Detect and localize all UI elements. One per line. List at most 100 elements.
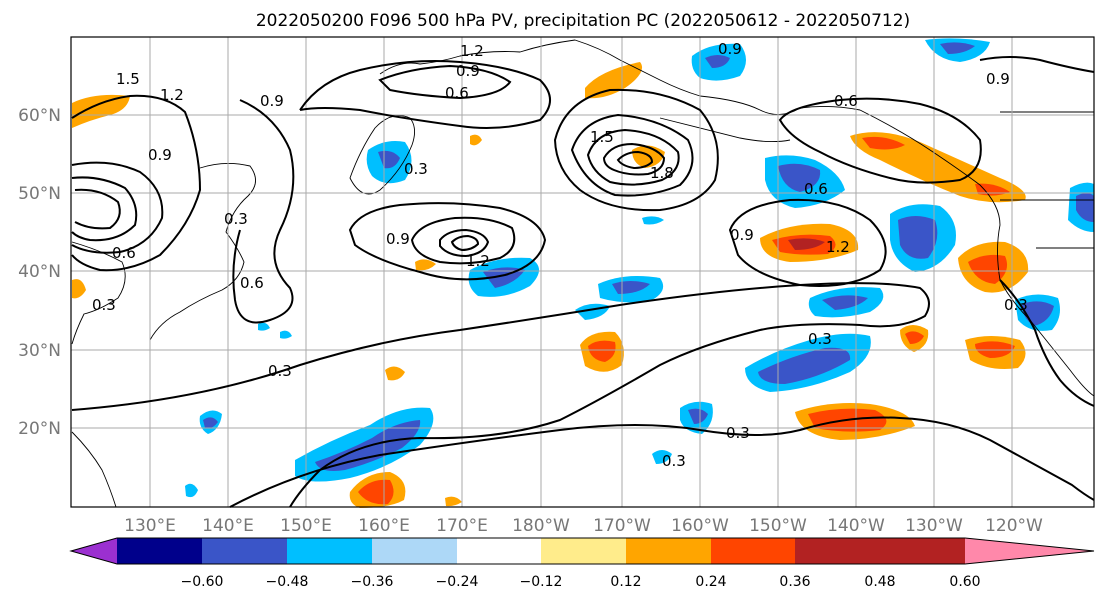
contour-label: 0.3 bbox=[1004, 296, 1028, 314]
precip-area bbox=[258, 322, 270, 331]
contour-label-group: 1.2 0.9 0.6 1.5 0.9 1.2 0.9 0.3 1.5 1.8 … bbox=[92, 40, 1028, 470]
contour-label: 1.2 bbox=[160, 86, 184, 104]
border-lines bbox=[1000, 111, 1094, 249]
longitude-axis: 130°E 140°E 150°E 160°E 170°E 180°W 170°… bbox=[124, 516, 1043, 536]
precip-area bbox=[445, 496, 462, 507]
colorbar-segments bbox=[117, 538, 880, 564]
colorbar-min-extend bbox=[71, 538, 117, 564]
colorbar-tick-label: 0.12 bbox=[610, 574, 641, 590]
precip-area bbox=[72, 279, 86, 299]
contour-label: 0.9 bbox=[148, 146, 172, 164]
contour-label: 0.3 bbox=[404, 160, 428, 178]
contour-label: 0.3 bbox=[268, 362, 292, 380]
precip-area bbox=[470, 134, 482, 146]
contour-1.5 bbox=[439, 228, 490, 258]
lon-label: 150°E bbox=[280, 516, 332, 536]
latitude-axis: 60°N 50°N 40°N 30°N 20°N bbox=[18, 106, 61, 439]
precip-area bbox=[642, 216, 664, 225]
contour-label: 0.3 bbox=[726, 424, 750, 442]
contour-0.9 bbox=[348, 202, 547, 281]
precip-area bbox=[585, 62, 643, 99]
colorbar: −0.60 −0.48 −0.36 −0.24 −0.12 0.12 0.24 … bbox=[69, 537, 1095, 590]
coastline-siberia bbox=[379, 39, 576, 75]
contour-label: 1.2 bbox=[460, 42, 484, 60]
contour-label: 0.9 bbox=[456, 62, 480, 80]
colorbar-tick-label: −0.48 bbox=[266, 574, 309, 590]
lon-label: 160°W bbox=[671, 516, 729, 536]
contour-label: 1.5 bbox=[116, 70, 140, 88]
contour-0.6 bbox=[778, 97, 982, 184]
contour-1.2 bbox=[378, 64, 512, 100]
contour-label: 0.3 bbox=[92, 296, 116, 314]
colorbar-max-extend bbox=[965, 538, 1094, 564]
contour-1.2 bbox=[410, 216, 516, 265]
precip-area bbox=[778, 163, 821, 192]
precip-area bbox=[415, 259, 436, 271]
coastline-north-america bbox=[859, 109, 1095, 397]
colorbar-ticks: −0.60 −0.48 −0.36 −0.24 −0.12 0.12 0.24 … bbox=[181, 574, 981, 590]
contour-label: 0.6 bbox=[445, 84, 469, 102]
lon-label: 170°W bbox=[593, 516, 651, 536]
contour-label: 0.6 bbox=[112, 244, 136, 262]
contour-1.5 bbox=[74, 188, 121, 230]
precip-area bbox=[758, 347, 851, 384]
lon-label: 130°E bbox=[124, 516, 176, 536]
colorbar-segment bbox=[541, 538, 626, 564]
lon-label: 160°E bbox=[358, 516, 410, 536]
colorbar-tick-label: 0.60 bbox=[949, 574, 980, 590]
map-background bbox=[71, 37, 1094, 507]
coastline-philippines bbox=[71, 431, 117, 508]
coastline-kamchatka bbox=[349, 115, 415, 195]
contour-label: 0.9 bbox=[730, 226, 754, 244]
map-panel: 1.2 0.9 0.6 1.5 0.9 1.2 0.9 0.3 1.5 1.8 … bbox=[70, 36, 1095, 508]
precip-area bbox=[72, 94, 130, 128]
precip-area bbox=[905, 331, 924, 344]
contour-label: 0.6 bbox=[834, 92, 858, 110]
precip-area bbox=[203, 417, 218, 429]
lon-label: 180°W bbox=[512, 516, 570, 536]
contour-1.8 bbox=[450, 234, 480, 252]
contour-label: 0.6 bbox=[804, 180, 828, 198]
contour-1.2 bbox=[71, 176, 138, 242]
colorbar-tick-label: 0.36 bbox=[779, 574, 810, 590]
colorbar-segment bbox=[372, 538, 457, 564]
precip-area bbox=[788, 238, 825, 250]
lon-label: 140°W bbox=[827, 516, 885, 536]
coastline-korea-china bbox=[71, 241, 126, 345]
colorbar-segment bbox=[457, 538, 541, 564]
contour-label: 0.6 bbox=[240, 274, 264, 292]
contour-1.5 bbox=[586, 128, 680, 186]
colorbar-segment bbox=[711, 538, 795, 564]
contour-label: 0.3 bbox=[662, 452, 686, 470]
colorbar-segment-upper bbox=[880, 538, 965, 564]
precip-area bbox=[652, 450, 672, 464]
lon-label: 150°W bbox=[749, 516, 807, 536]
contour-label: 1.2 bbox=[466, 252, 490, 270]
pv-contours bbox=[71, 56, 1095, 508]
contour-label: 0.9 bbox=[986, 70, 1010, 88]
precip-area bbox=[862, 136, 905, 150]
colorbar-segment bbox=[202, 538, 287, 564]
colorbar-tick-label: −0.24 bbox=[436, 574, 479, 590]
lat-label: 50°N bbox=[18, 184, 61, 204]
contour-0.9 bbox=[299, 60, 551, 129]
lon-label: 170°E bbox=[436, 516, 488, 536]
lat-label: 40°N bbox=[18, 262, 61, 282]
precip-area bbox=[280, 330, 292, 339]
contour-0.9 bbox=[71, 161, 164, 254]
colorbar-tick-label: −0.12 bbox=[520, 574, 563, 590]
contour-0.9 bbox=[728, 198, 887, 287]
precip-area bbox=[940, 42, 975, 54]
colorbar-segment bbox=[117, 538, 202, 564]
contour-label: 0.9 bbox=[718, 40, 742, 58]
lat-label: 30°N bbox=[18, 341, 61, 361]
contour-label: 0.9 bbox=[386, 230, 410, 248]
lat-label: 20°N bbox=[18, 419, 61, 439]
precip-area bbox=[898, 216, 938, 259]
contour-0.9 bbox=[979, 56, 1095, 73]
precip-area bbox=[688, 408, 708, 424]
colorbar-tick-label: 0.24 bbox=[695, 574, 726, 590]
lat-label: 60°N bbox=[18, 106, 61, 126]
coastline-aleutians bbox=[659, 117, 791, 143]
